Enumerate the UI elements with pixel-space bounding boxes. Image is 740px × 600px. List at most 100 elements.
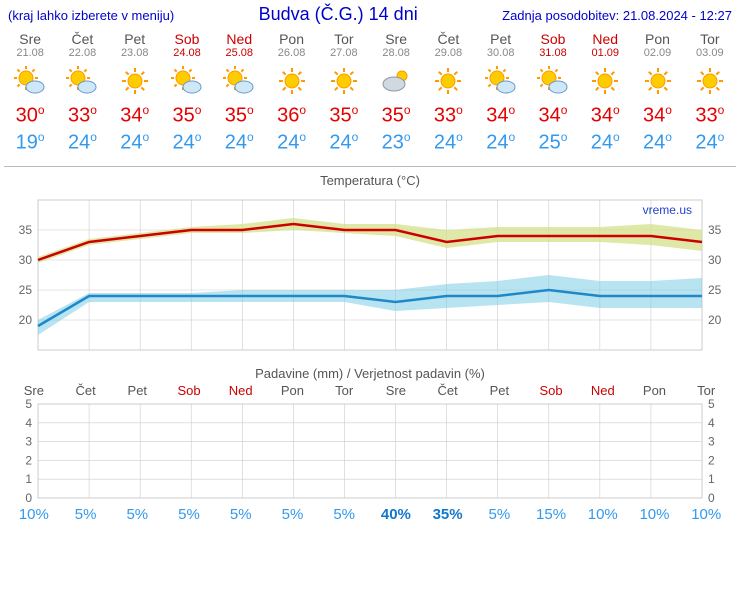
precip-probability: 35% xyxy=(422,506,474,523)
high-temp: 33o xyxy=(422,103,474,128)
day-name: Tor xyxy=(684,31,736,47)
svg-text:2: 2 xyxy=(25,454,32,468)
day-column: Pet23.0834o24o xyxy=(109,27,161,160)
precip-probability: 5% xyxy=(473,506,525,523)
forecast-grid: Sre21.0830o19oČet22.0833o24oPet23.0834o2… xyxy=(0,27,740,160)
weather-icon xyxy=(527,65,579,97)
day-name: Tor xyxy=(318,31,370,47)
high-temp: 30o xyxy=(4,103,56,128)
day-date: 02.09 xyxy=(631,47,683,59)
day-name: Pet xyxy=(475,31,527,47)
day-date: 22.08 xyxy=(56,47,108,59)
day-column: Čet22.0833o24o xyxy=(56,27,108,160)
precip-day-label: Pon xyxy=(629,383,681,398)
day-date: 26.08 xyxy=(265,47,317,59)
day-column: Pon26.08 36o24o xyxy=(265,27,317,160)
high-temp: 34o xyxy=(631,103,683,128)
precip-probability: 5% xyxy=(163,506,215,523)
svg-text:vreme.us: vreme.us xyxy=(643,203,692,217)
day-date: 03.09 xyxy=(684,47,736,59)
temperature-chart-block: Temperatura (°C) 2020252530303535vreme.u… xyxy=(4,173,736,360)
low-temp: 24o xyxy=(109,130,161,155)
precip-day-label: Pet xyxy=(473,383,525,398)
weather-icon xyxy=(631,65,683,97)
day-column: Tor03.0933o24o xyxy=(684,27,736,160)
precip-day-label: Sre xyxy=(370,383,422,398)
svg-text:4: 4 xyxy=(25,416,32,430)
svg-text:3: 3 xyxy=(25,435,32,449)
day-name: Pet xyxy=(109,31,161,47)
precipitation-chart-title: Padavine (mm) / Verjetnost padavin (%) xyxy=(4,366,736,381)
day-name: Pon xyxy=(631,31,683,47)
weather-widget: (kraj lahko izberete v meniju) Budva (Č.… xyxy=(0,0,740,523)
weather-icon xyxy=(422,65,474,97)
svg-text:30: 30 xyxy=(708,253,722,267)
day-name: Čet xyxy=(422,31,474,47)
day-name: Sob xyxy=(527,31,579,47)
weather-icon xyxy=(4,65,56,97)
weather-icon xyxy=(684,65,736,97)
precip-day-label: Sob xyxy=(163,383,215,398)
precipitation-chart: 001122334455 xyxy=(4,398,736,506)
precip-day-label: Čet xyxy=(60,383,112,398)
svg-text:2: 2 xyxy=(708,454,715,468)
high-temp: 33o xyxy=(56,103,108,128)
high-temp: 36o xyxy=(265,103,317,128)
day-column: Sob24.0835o24o xyxy=(161,27,213,160)
temperature-chart-title: Temperatura (°C) xyxy=(4,173,736,188)
svg-text:35: 35 xyxy=(708,223,722,237)
precip-day-label: Pon xyxy=(267,383,319,398)
low-temp: 24o xyxy=(684,130,736,155)
low-temp: 24o xyxy=(161,130,213,155)
header-row: (kraj lahko izberete v meniju) Budva (Č.… xyxy=(0,0,740,27)
precip-probability: 5% xyxy=(60,506,112,523)
day-name: Ned xyxy=(579,31,631,47)
precip-day-label: Ned xyxy=(215,383,267,398)
day-name: Ned xyxy=(213,31,265,47)
day-date: 24.08 xyxy=(161,47,213,59)
day-date: 01.09 xyxy=(579,47,631,59)
precip-day-label: Ned xyxy=(577,383,629,398)
precip-probability: 10% xyxy=(8,506,60,523)
day-column: Sre21.0830o19o xyxy=(4,27,56,160)
low-temp: 24o xyxy=(422,130,474,155)
weather-icon xyxy=(579,65,631,97)
high-temp: 35o xyxy=(318,103,370,128)
day-date: 29.08 xyxy=(422,47,474,59)
svg-text:1: 1 xyxy=(25,473,32,487)
low-temp: 25o xyxy=(527,130,579,155)
low-temp: 19o xyxy=(4,130,56,155)
low-temp: 24o xyxy=(631,130,683,155)
weather-icon xyxy=(265,65,317,97)
page-title: Budva (Č.G.) 14 dni xyxy=(259,4,418,25)
low-temp: 24o xyxy=(475,130,527,155)
svg-text:25: 25 xyxy=(19,283,33,297)
day-column: Čet29.08 33o24o xyxy=(422,27,474,160)
precip-day-label: Sob xyxy=(525,383,577,398)
low-temp: 24o xyxy=(579,130,631,155)
day-date: 25.08 xyxy=(213,47,265,59)
low-temp: 24o xyxy=(56,130,108,155)
day-name: Sre xyxy=(4,31,56,47)
low-temp: 24o xyxy=(265,130,317,155)
precip-probability: 5% xyxy=(267,506,319,523)
precip-probability: 5% xyxy=(318,506,370,523)
day-date: 23.08 xyxy=(109,47,161,59)
precip-day-label: Tor xyxy=(680,383,732,398)
day-column: Pon02.09 34o24o xyxy=(631,27,683,160)
svg-text:5: 5 xyxy=(708,398,715,411)
separator xyxy=(4,166,736,167)
day-name: Pon xyxy=(265,31,317,47)
menu-note: (kraj lahko izberete v meniju) xyxy=(8,8,174,23)
svg-text:1: 1 xyxy=(708,473,715,487)
day-date: 27.08 xyxy=(318,47,370,59)
svg-text:20: 20 xyxy=(19,313,33,327)
weather-icon xyxy=(213,65,265,97)
high-temp: 35o xyxy=(213,103,265,128)
temperature-chart: 2020252530303535vreme.us xyxy=(4,190,736,360)
day-column: Tor27.0835o24o xyxy=(318,27,370,160)
svg-text:35: 35 xyxy=(19,223,33,237)
precip-probability: 10% xyxy=(629,506,681,523)
low-temp: 24o xyxy=(213,130,265,155)
day-column: Sre28.0835o23o xyxy=(370,27,422,160)
